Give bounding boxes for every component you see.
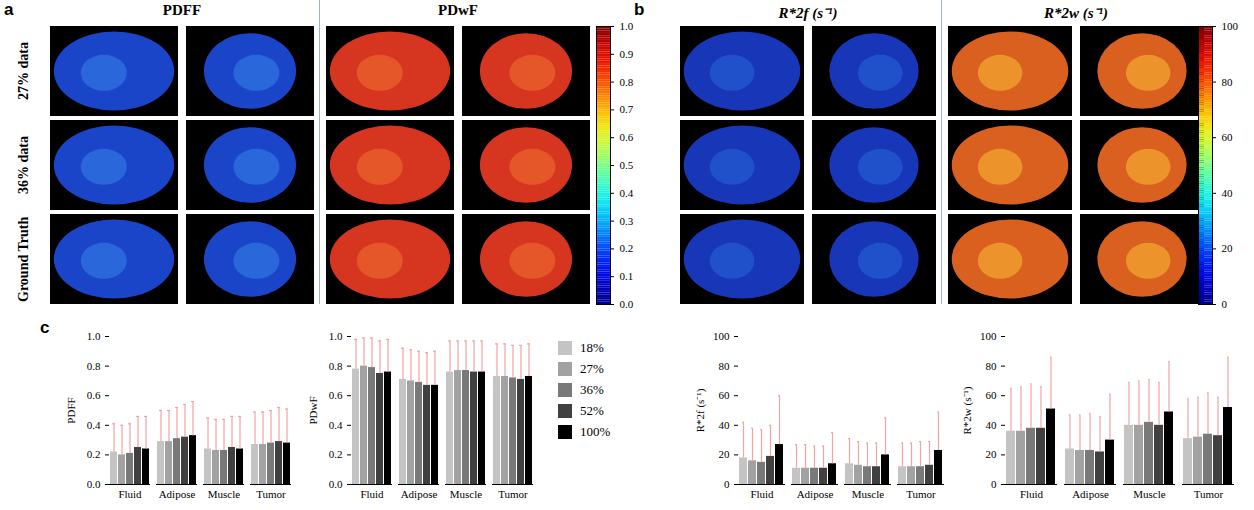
html-text:36%: 36% bbox=[580, 382, 604, 397]
svg-text:Fluid: Fluid bbox=[1020, 488, 1044, 500]
svg-text:0.4: 0.4 bbox=[329, 419, 343, 431]
svg-text:20: 20 bbox=[1222, 242, 1234, 254]
svg-text:R*2f (s⁻¹): R*2f (s⁻¹) bbox=[694, 388, 707, 432]
svg-text:0.9: 0.9 bbox=[620, 48, 634, 60]
html-text:27%: 27% bbox=[580, 361, 604, 376]
svg-text:0.8: 0.8 bbox=[620, 76, 634, 88]
svg-text:60: 60 bbox=[719, 389, 731, 401]
svg-text:PDFF: PDFF bbox=[65, 397, 77, 423]
svg-text:0.2: 0.2 bbox=[620, 242, 634, 254]
svg-text:Adipose: Adipose bbox=[401, 488, 438, 500]
svg-text:0.1: 0.1 bbox=[620, 270, 634, 282]
svg-text:Tumor: Tumor bbox=[1194, 488, 1224, 500]
html-text:18%: 18% bbox=[580, 340, 604, 355]
svg-text:0: 0 bbox=[991, 478, 997, 490]
svg-text:R*2w (s⁻¹): R*2w (s⁻¹) bbox=[961, 386, 974, 434]
svg-text:Fluid: Fluid bbox=[750, 488, 774, 500]
svg-text:1.0: 1.0 bbox=[620, 20, 634, 32]
svg-text:0.3: 0.3 bbox=[620, 215, 634, 227]
svg-text:Fluid: Fluid bbox=[118, 488, 142, 500]
svg-text:0.8: 0.8 bbox=[329, 360, 343, 372]
svg-text:Muscle: Muscle bbox=[852, 488, 885, 500]
svg-text:100: 100 bbox=[713, 330, 730, 342]
svg-text:0.5: 0.5 bbox=[620, 159, 634, 171]
svg-text:0.2: 0.2 bbox=[329, 448, 343, 460]
svg-text:PDwF: PDwF bbox=[307, 396, 319, 424]
svg-text:60: 60 bbox=[986, 389, 998, 401]
html-text:Ground Truth: Ground Truth bbox=[16, 216, 31, 302]
svg-text:1.0: 1.0 bbox=[87, 330, 101, 342]
svg-text:0.6: 0.6 bbox=[620, 131, 634, 143]
html-text:52%: 52% bbox=[580, 403, 604, 418]
svg-text:0.4: 0.4 bbox=[87, 419, 101, 431]
svg-text:Muscle: Muscle bbox=[450, 488, 483, 500]
svg-text:0.6: 0.6 bbox=[329, 389, 343, 401]
svg-text:0.0: 0.0 bbox=[620, 298, 634, 310]
html-text:c: c bbox=[40, 318, 50, 337]
html-text:PDwF: PDwF bbox=[438, 2, 478, 18]
svg-text:Fluid: Fluid bbox=[360, 488, 384, 500]
html-text:100%: 100% bbox=[580, 424, 611, 439]
svg-text:Tumor: Tumor bbox=[498, 488, 528, 500]
svg-text:1.0: 1.0 bbox=[329, 330, 343, 342]
svg-text:0.2: 0.2 bbox=[87, 448, 101, 460]
svg-text:60: 60 bbox=[1222, 131, 1234, 143]
svg-text:100: 100 bbox=[1222, 20, 1239, 32]
html-text:b: b bbox=[634, 0, 645, 19]
svg-text:0.0: 0.0 bbox=[329, 478, 343, 490]
svg-text:0: 0 bbox=[724, 478, 730, 490]
svg-text:80: 80 bbox=[986, 360, 998, 372]
svg-text:80: 80 bbox=[1222, 76, 1234, 88]
html-text:a: a bbox=[4, 0, 14, 19]
svg-text:80: 80 bbox=[719, 360, 731, 372]
svg-text:40: 40 bbox=[986, 419, 998, 431]
html-text:27% data: 27% data bbox=[16, 42, 31, 100]
html-text:PDFF: PDFF bbox=[162, 2, 202, 18]
svg-text:Tumor: Tumor bbox=[256, 488, 286, 500]
svg-text:0.7: 0.7 bbox=[620, 103, 634, 115]
svg-text:40: 40 bbox=[1222, 187, 1234, 199]
svg-text:Muscle: Muscle bbox=[208, 488, 241, 500]
svg-text:Adipose: Adipose bbox=[1072, 488, 1109, 500]
svg-text:Tumor: Tumor bbox=[906, 488, 936, 500]
svg-text:Adipose: Adipose bbox=[159, 488, 196, 500]
svg-text:0.4: 0.4 bbox=[620, 187, 634, 199]
svg-text:100: 100 bbox=[980, 330, 997, 342]
svg-text:0: 0 bbox=[1222, 298, 1228, 310]
html-text:R*2f (s⁻¹): R*2f (s⁻¹) bbox=[778, 5, 838, 21]
svg-text:0.6: 0.6 bbox=[87, 389, 101, 401]
svg-text:Muscle: Muscle bbox=[1133, 488, 1166, 500]
svg-text:Adipose: Adipose bbox=[797, 488, 834, 500]
svg-text:40: 40 bbox=[719, 419, 731, 431]
svg-text:20: 20 bbox=[986, 448, 998, 460]
svg-text:0.0: 0.0 bbox=[87, 478, 101, 490]
html-text:36% data: 36% data bbox=[16, 136, 31, 194]
svg-text:20: 20 bbox=[719, 448, 731, 460]
svg-text:0.8: 0.8 bbox=[87, 360, 101, 372]
html-text:R*2w (s⁻¹): R*2w (s⁻¹) bbox=[1044, 5, 1108, 21]
